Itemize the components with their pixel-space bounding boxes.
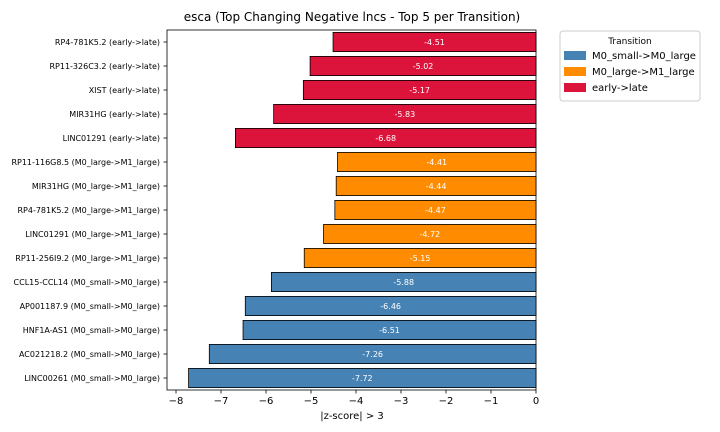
bar (334, 199, 537, 220)
legend-swatch (564, 51, 586, 60)
chart-title: esca (Top Changing Negative lncs - Top 5… (184, 10, 520, 24)
bar (270, 271, 537, 292)
legend-title: Transition (607, 37, 652, 47)
y-tick-label: HNF1A-AS1 (M0_small->M0_large) (23, 326, 160, 335)
bar (302, 80, 537, 101)
x-tick-label: −5 (304, 396, 319, 407)
x-tick-label: −8 (169, 396, 184, 407)
x-tick-label: −1 (484, 396, 499, 407)
bar (332, 32, 537, 53)
bar (323, 223, 537, 244)
bar-value-label: -5.02 (413, 62, 434, 71)
y-tick-label: XIST (early->late) (89, 86, 160, 95)
bar (242, 319, 537, 340)
x-axis-label: |z-score| > 3 (320, 411, 384, 422)
legend-entry-label: M0_small->M0_large (592, 51, 696, 62)
bar-value-label: -4.44 (426, 182, 447, 191)
bar-value-label: -5.83 (394, 110, 415, 119)
bar-value-label: -6.51 (379, 326, 400, 335)
legend-box (559, 30, 701, 102)
y-tick-label: MIR31HG (early->late) (69, 110, 160, 119)
y-tick-label: RP11-326C3.2 (early->late) (49, 62, 160, 71)
bar (309, 56, 537, 77)
y-tick-label: RP11-116G8.5 (M0_large->M1_large) (11, 158, 160, 167)
y-tick-label: MIR31HG (M0_large->M1_large) (32, 182, 160, 191)
y-tick-label: RP11-256I9.2 (M0_large->M1_large) (15, 254, 160, 263)
bar-value-label: -7.26 (362, 350, 383, 359)
y-tick-label: RP4-781K5.2 (early->late) (55, 38, 160, 47)
y-tick-label: AP001187.9 (M0_small->M0_large) (20, 302, 160, 311)
y-tick-label: AC021218.2 (M0_small->M0_large) (19, 350, 160, 359)
bar-value-label: -6.46 (380, 302, 401, 311)
bar (273, 104, 537, 125)
x-tick-label: 0 (533, 396, 539, 407)
legend-entry-label: M0_large->M1_large (592, 67, 695, 78)
bar (303, 247, 537, 268)
bar-value-label: -5.17 (409, 86, 430, 95)
bar-value-label: -5.15 (410, 254, 431, 263)
bar-value-label: -5.88 (393, 278, 414, 287)
bar (335, 175, 537, 196)
bar (188, 367, 537, 388)
y-tick-label: RP4-781K5.2 (M0_large->M1_large) (17, 206, 160, 215)
y-tick-label: LINC01291 (M0_large->M1_large) (25, 230, 160, 239)
legend: Transition M0_small->M0_large M0_large->M1… (559, 30, 701, 102)
legend-entry-label: early->late (592, 83, 648, 94)
x-tick-label: −3 (394, 396, 409, 407)
legend-swatch (564, 67, 586, 76)
bar (234, 127, 537, 148)
plot-area: -4.51 RP4-781K5.2 (early->late) -5.02 RP11-… (11, 29, 539, 407)
x-tick-label: −2 (439, 396, 454, 407)
legend-swatch (564, 83, 586, 92)
bar-value-label: -4.51 (424, 38, 445, 47)
x-tick-label: −6 (259, 396, 274, 407)
bar (337, 151, 537, 172)
bar (244, 295, 537, 316)
bar-value-label: -4.72 (419, 230, 440, 239)
y-tick-label: CCL15-CCL14 (M0_small->M0_large) (14, 278, 160, 287)
bar-value-label: -4.41 (426, 158, 447, 167)
y-tick-label: LINC00261 (M0_small->M0_large) (24, 374, 160, 383)
bar-value-label: -4.47 (425, 206, 446, 215)
y-tick-label: LINC01291 (early->late) (63, 134, 160, 143)
bar (208, 343, 537, 364)
bar-value-label: -6.68 (375, 134, 396, 143)
x-tick-label: −7 (214, 396, 229, 407)
bar-value-label: -7.72 (352, 374, 373, 383)
x-tick-label: −4 (349, 396, 364, 407)
